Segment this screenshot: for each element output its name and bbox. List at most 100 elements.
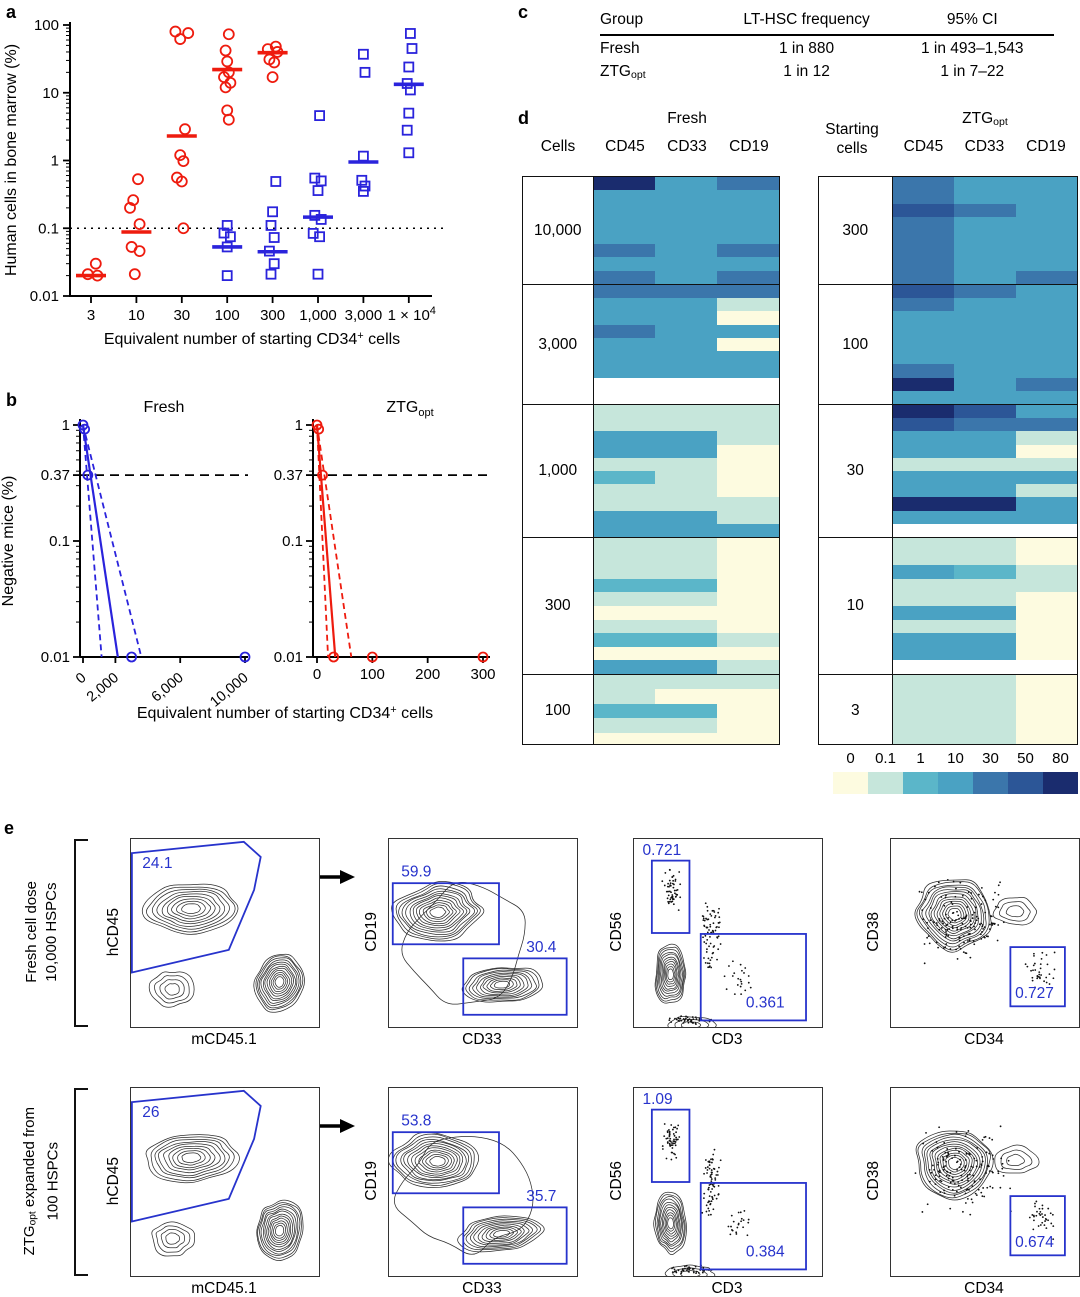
heatmap-row (892, 418, 1077, 432)
flow-x-axis-label: mCD45.1 (191, 1280, 257, 1297)
colorbar-swatch (833, 772, 868, 794)
y-tick-label: 0.1 (282, 533, 303, 550)
gate-percentage: 30.4 (526, 939, 557, 956)
heatmap-row (892, 190, 1077, 204)
colorbar-tick-label: 1 (916, 750, 925, 767)
group-label: 30 (819, 405, 893, 537)
heatmap-row (593, 377, 780, 391)
gate-outline (1009, 946, 1066, 1008)
x-tick-label: 0 (313, 666, 321, 683)
heatmap-title-ztg: ZTGopt (962, 110, 1008, 129)
x-tick-label: 1 × 104 (388, 305, 436, 324)
row-condition-label: ZTGopt expanded from 100 HSPCs (21, 1106, 62, 1256)
panel-a-letter: a (6, 2, 17, 22)
heatmap-row (593, 646, 780, 661)
heatmap-row (892, 633, 1077, 647)
series-blue-squares (212, 28, 424, 282)
heatmap-title-fresh: Fresh (667, 110, 707, 127)
heatmap-group-10,000: 10,000 (523, 177, 779, 284)
gate-percentage: 0.384 (746, 1243, 785, 1260)
heatmap-row (593, 270, 780, 284)
gate-percentage: 0.721 (642, 842, 681, 859)
x-tick-label: 10 (128, 307, 145, 324)
heatmap-row (892, 243, 1077, 258)
heatmap-row (593, 418, 780, 432)
heatmap-row (892, 732, 1077, 744)
flow-plot-CD38-vs-CD34: 0.674 (890, 1087, 1080, 1277)
panel-e-letter: e (4, 818, 15, 838)
col-header-cd19: CD19 (729, 138, 769, 155)
heatmap-row (892, 431, 1077, 445)
y-tick-label: 0.1 (38, 220, 59, 237)
col-header-cd45: CD45 (605, 138, 645, 155)
heatmap-row (593, 444, 780, 458)
heatmap-row (593, 718, 780, 733)
heatmap-row (593, 565, 780, 579)
table-row: Fresh 1 in 880 1 in 493–1,543 (600, 35, 1054, 59)
y-tick-label: 0.01 (274, 649, 303, 666)
heatmap-row (593, 390, 780, 404)
y-tick-label: 0.01 (41, 649, 70, 666)
heatmap-row (892, 405, 1077, 419)
heatmap-row (892, 217, 1077, 231)
x-tick-label: 200 (415, 666, 440, 683)
heatmap-group-10: 10 (819, 537, 1077, 674)
flow-x-axis-label: CD34 (964, 1280, 1004, 1297)
heatmap-row (892, 270, 1077, 284)
gate-percentage: 59.9 (401, 864, 431, 881)
heatmap-group-100: 100 (819, 284, 1077, 404)
gate-outline (391, 1131, 500, 1195)
colorbar-labels: 0 0.1 1 10 30 50 80 (833, 750, 1078, 768)
flow-x-axis-label: CD3 (711, 1280, 743, 1297)
heatmap-row (892, 646, 1077, 661)
x-tick-label: 300 (260, 307, 285, 324)
heatmap-row (892, 551, 1077, 566)
heatmap-row (593, 203, 780, 218)
heatmap-fresh: 10,000 3,000 1,000 300 100 (522, 176, 780, 745)
heatmap-row (593, 510, 780, 524)
x-axis-label: Equivalent number of starting CD34+ cell… (104, 330, 400, 348)
heatmap-row (892, 257, 1077, 271)
gate-percentage: 1.09 (642, 1091, 672, 1108)
heatmap-row (593, 457, 780, 472)
ci-value: 1 in 7–22 (940, 63, 1005, 81)
heatmap-row (593, 311, 780, 325)
heatmap-row (892, 285, 1077, 299)
col-header-cd33: CD33 (667, 138, 707, 155)
group-label: 100 (819, 285, 893, 404)
heatmap-row (892, 689, 1077, 704)
heatmap-row (593, 484, 780, 498)
heatmap-row (593, 257, 780, 271)
flow-y-axis-label: CD19 (363, 1161, 380, 1201)
gate-percentage: 53.8 (401, 1113, 431, 1130)
table-row: ZTGopt 1 in 12 1 in 7–22 (600, 59, 1054, 82)
flow-x-axis-label: CD3 (711, 1031, 743, 1048)
gate-percentage: 0.727 (1015, 985, 1054, 1002)
heatmap-row (593, 551, 780, 566)
heatmap-row (892, 364, 1077, 378)
heatmap-row (593, 230, 780, 244)
x-tick-label: 1,000 (299, 307, 337, 324)
colorbar-tick-label: 0 (846, 750, 855, 767)
heatmap-row (892, 619, 1077, 634)
x-axis-label: Equivalent number of starting CD34+ cell… (137, 704, 433, 722)
x-tick-label: 100 (360, 666, 385, 683)
col-header-cd45: CD45 (903, 138, 944, 155)
group-label: 300 (523, 538, 594, 674)
heatmap-row (593, 217, 780, 231)
group-label: 300 (819, 177, 893, 284)
heatmap-row (593, 364, 780, 378)
frequency-value: 1 in 12 (783, 63, 830, 81)
flow-plot-hCD45-vs-mCD45.1: 24.1 (130, 838, 320, 1028)
y-tick-label: 1 (295, 417, 303, 434)
y-tick-label: 0.1 (49, 533, 70, 550)
flow-x-axis-label: CD34 (964, 1031, 1004, 1048)
heatmap-group-30: 30 (819, 404, 1077, 538)
y-tick-label: 10 (42, 85, 59, 102)
heatmap-row (593, 689, 780, 704)
colorbar-tick-label: 50 (1017, 750, 1034, 767)
heatmap-row (892, 203, 1077, 218)
ci-value: 1 in 493–1,543 (920, 40, 1024, 58)
heatmap-row (892, 523, 1077, 538)
group-label: 1,000 (523, 405, 594, 537)
